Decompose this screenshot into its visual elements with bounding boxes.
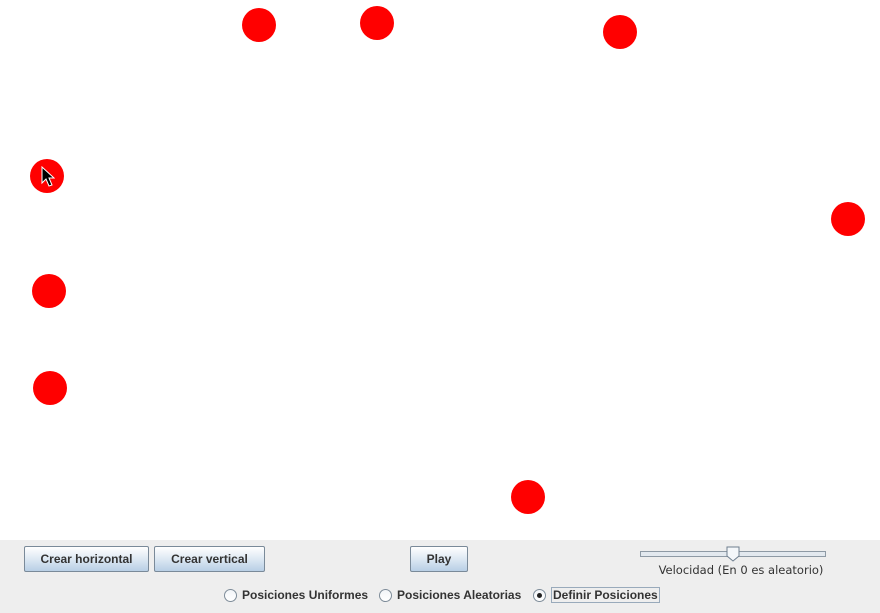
- radio-circle-icon[interactable]: [379, 588, 392, 602]
- crear-horizontal-button[interactable]: Crear horizontal: [24, 546, 149, 572]
- velocidad-slider[interactable]: [640, 546, 826, 562]
- red-ball[interactable]: [33, 371, 67, 405]
- radio-circle-icon[interactable]: [224, 588, 237, 602]
- radio-label: Posiciones Aleatorias: [397, 588, 522, 602]
- drawing-canvas[interactable]: [0, 0, 880, 540]
- radio-posiciones-aleatorias[interactable]: Posiciones Aleatorias: [379, 586, 521, 604]
- radio-circle-icon[interactable]: [533, 588, 546, 602]
- red-ball[interactable]: [831, 202, 865, 236]
- red-ball[interactable]: [360, 6, 394, 40]
- slider-label: Velocidad (En 0 es aleatorio): [658, 563, 824, 577]
- radio-definir-posiciones[interactable]: Definir Posiciones: [533, 586, 660, 604]
- slider-thumb[interactable]: [726, 546, 740, 562]
- radio-posiciones-uniformes[interactable]: Posiciones Uniformes: [224, 586, 368, 604]
- red-ball[interactable]: [603, 15, 637, 49]
- red-ball[interactable]: [511, 480, 545, 514]
- red-ball[interactable]: [242, 8, 276, 42]
- control-panel: Crear horizontal Crear vertical Play Vel…: [0, 540, 880, 613]
- crear-vertical-button[interactable]: Crear vertical: [154, 546, 265, 572]
- play-button[interactable]: Play: [410, 546, 468, 572]
- radio-label: Definir Posiciones: [551, 587, 660, 603]
- radio-label: Posiciones Uniformes: [242, 588, 369, 602]
- red-ball[interactable]: [32, 274, 66, 308]
- mouse-pointer-icon: [41, 166, 55, 187]
